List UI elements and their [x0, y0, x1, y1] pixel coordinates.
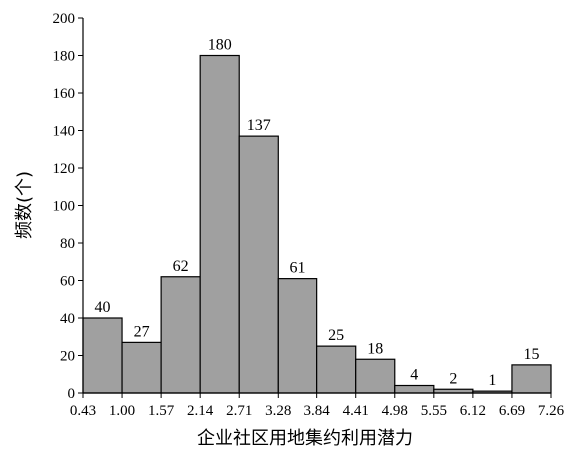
x-tick-label: 5.55 [421, 403, 447, 419]
bar [121, 341, 162, 394]
x-tick-label: 6.69 [499, 403, 525, 419]
y-tick-label: 60 [60, 274, 75, 290]
bar [238, 135, 279, 394]
data-label: 40 [95, 299, 111, 316]
x-tick-label: 4.41 [343, 403, 369, 419]
y-tick-label: 0 [68, 386, 76, 402]
bar [160, 276, 201, 394]
x-tick-label: 4.98 [382, 403, 408, 419]
bar [511, 364, 552, 394]
y-tick-label: 140 [53, 124, 76, 140]
x-tick-label: 2.71 [226, 403, 252, 419]
bar [277, 278, 318, 394]
x-tick-label: 1.57 [148, 403, 175, 419]
data-label: 27 [134, 323, 150, 340]
y-tick-label: 160 [53, 86, 76, 102]
x-tick-label: 3.84 [304, 403, 331, 419]
x-tick-label: 6.12 [460, 403, 486, 419]
data-label: 25 [328, 327, 344, 344]
x-tick-label: 1.00 [109, 403, 135, 419]
y-tick-label: 80 [60, 236, 75, 252]
bar [394, 384, 435, 394]
data-label: 2 [449, 370, 457, 387]
y-tick-label: 100 [53, 199, 76, 215]
y-axis-title: 频数(个) [14, 171, 35, 239]
data-label: 4 [410, 367, 418, 384]
x-tick-label: 3.28 [265, 403, 291, 419]
y-tick-label: 180 [53, 49, 76, 65]
x-axis-title: 企业社区用地集约利用潜力 [197, 428, 413, 449]
y-tick-label: 20 [60, 349, 75, 365]
data-label: 1 [488, 372, 496, 389]
y-tick-label: 200 [53, 11, 76, 27]
x-tick-label: 7.26 [538, 403, 565, 419]
data-label: 18 [367, 340, 383, 357]
bar [82, 317, 123, 394]
y-tick-label: 120 [53, 161, 76, 177]
y-tick-label: 40 [60, 311, 75, 327]
data-label: 62 [173, 258, 189, 275]
x-tick-label: 2.14 [187, 403, 214, 419]
x-tick-label: 0.43 [70, 403, 96, 419]
bar [316, 345, 357, 394]
bar [355, 358, 396, 394]
data-label: 61 [289, 260, 305, 277]
bar [199, 54, 240, 394]
data-label: 180 [208, 37, 232, 54]
data-label: 137 [247, 117, 271, 134]
data-label: 15 [523, 346, 539, 363]
